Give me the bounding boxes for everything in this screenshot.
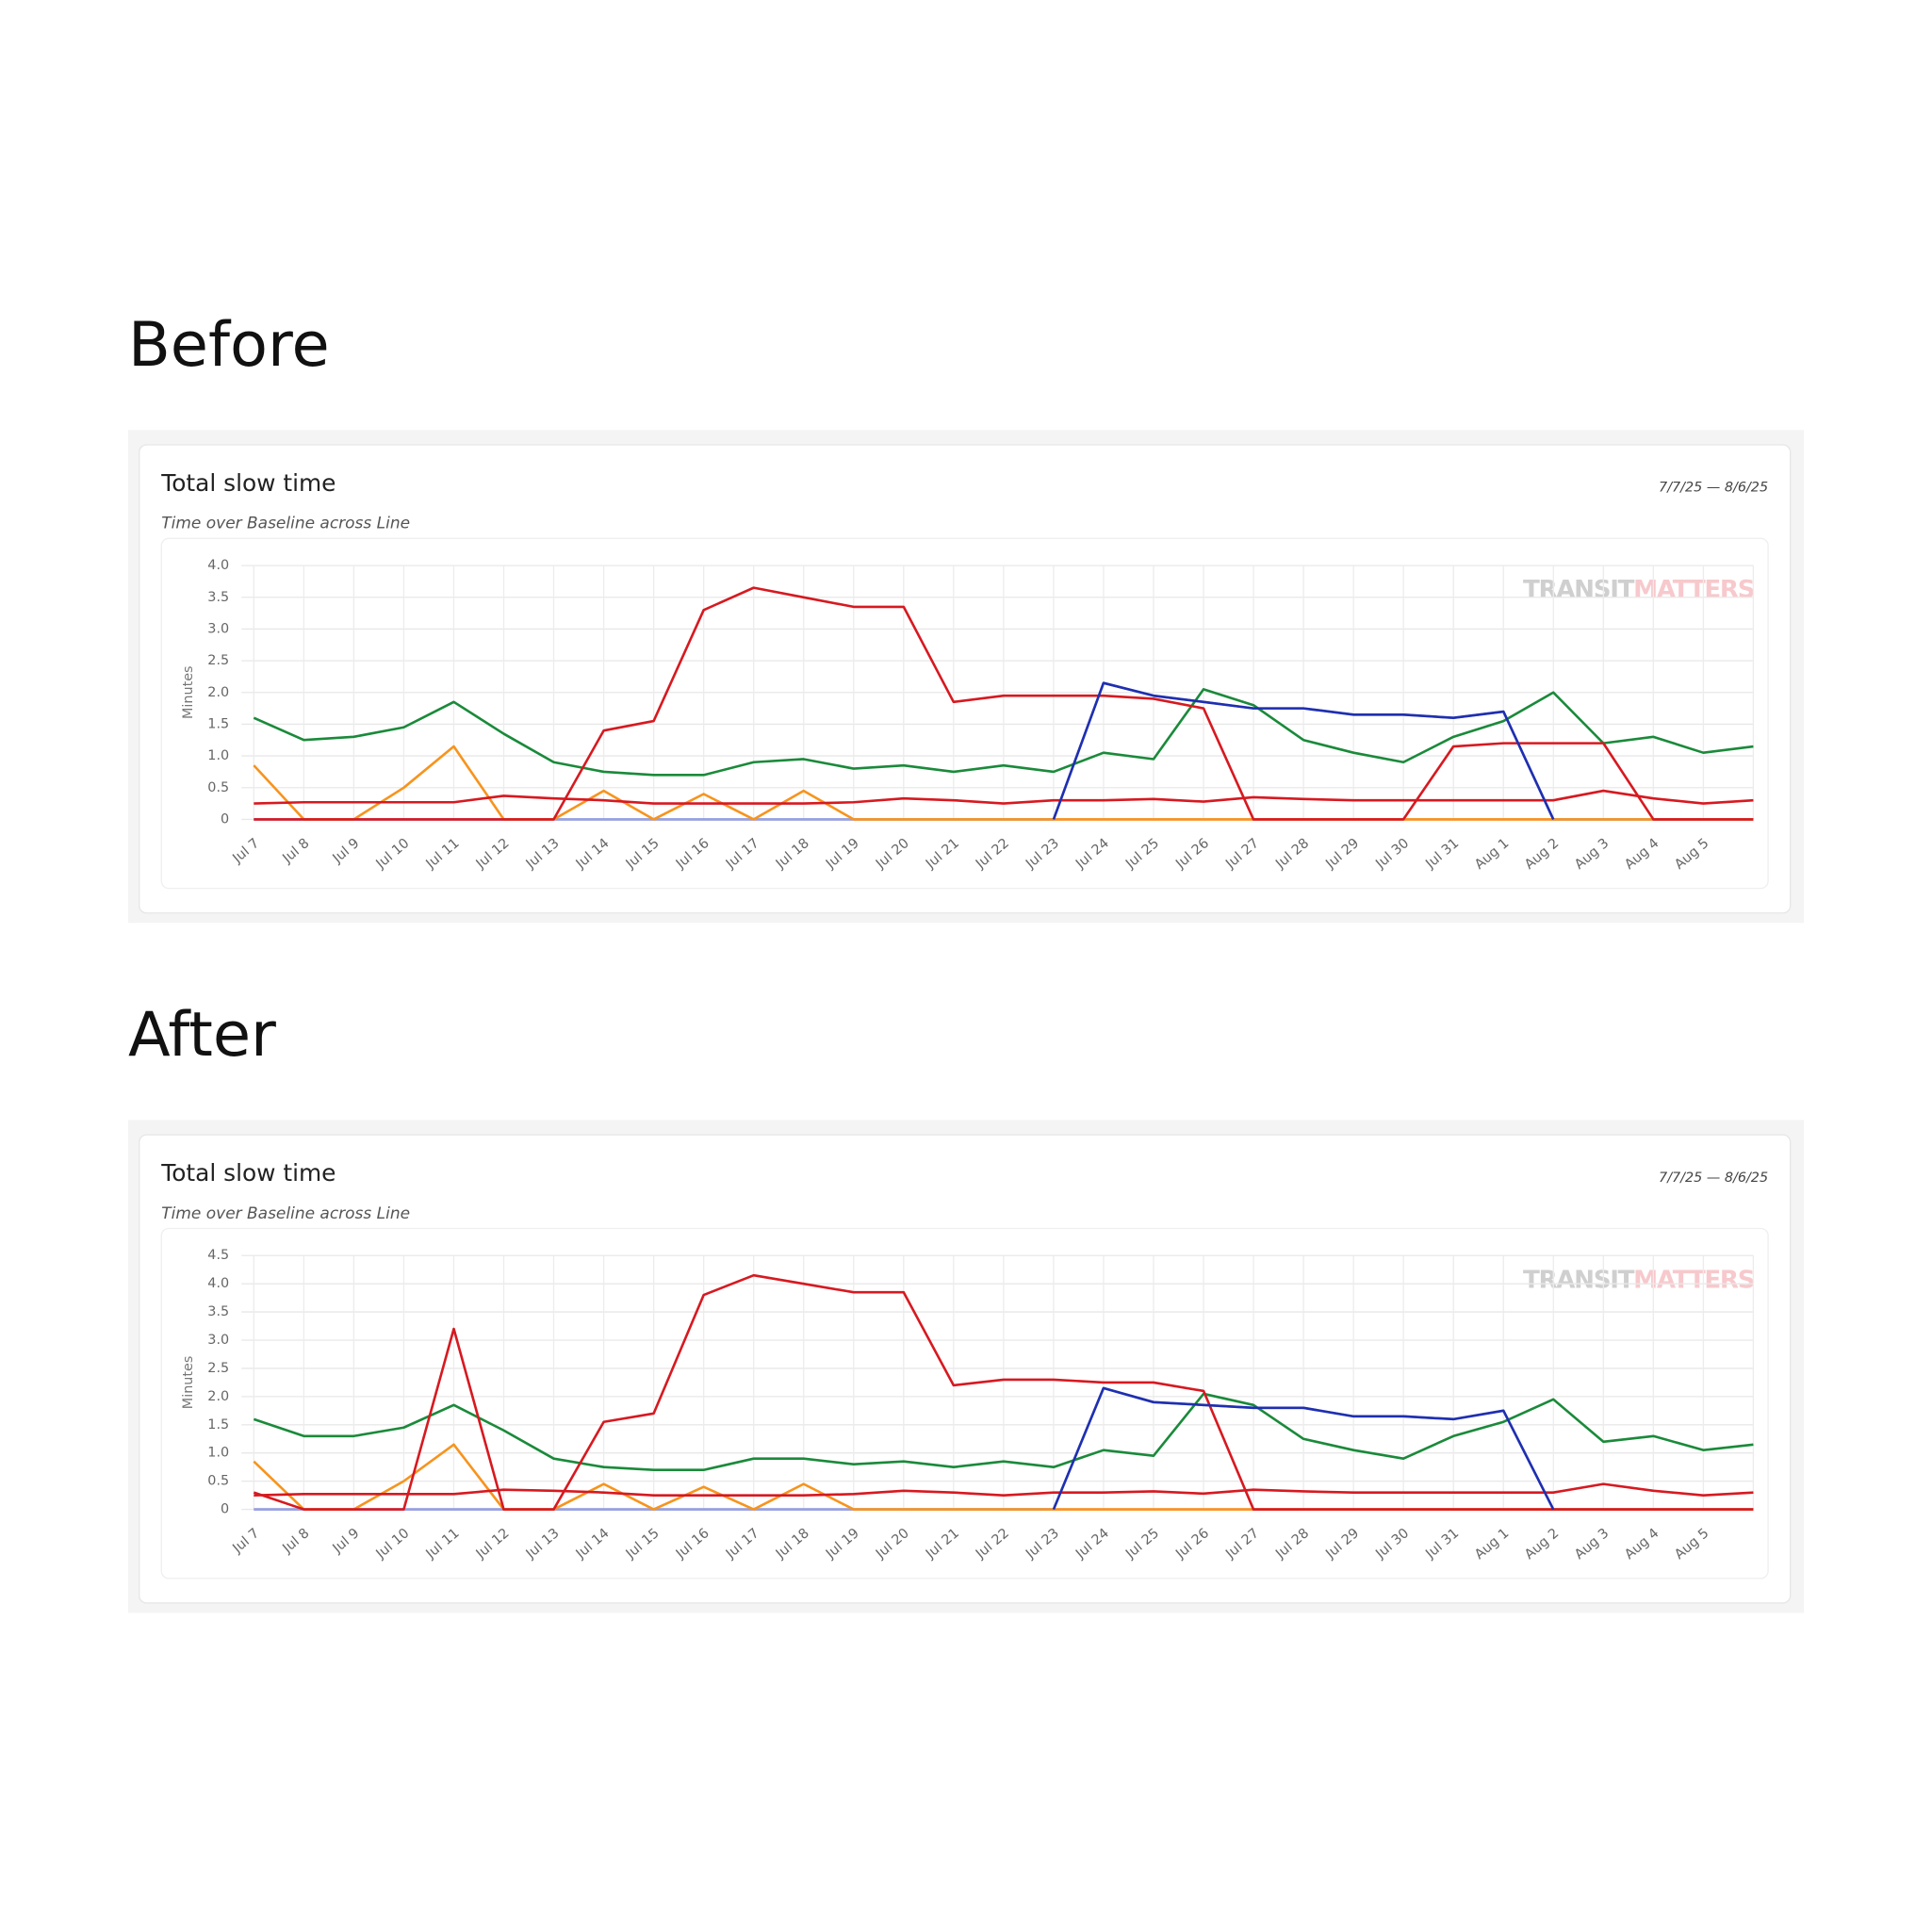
chart-title: Total slow time	[160, 469, 336, 497]
watermark-part: TRANSIT	[1523, 1266, 1635, 1294]
watermark: TRANSITMATTERS	[1523, 1266, 1754, 1294]
watermark-part: MATTERS	[1633, 576, 1754, 604]
y-tick-label: 1.0	[207, 1446, 229, 1461]
watermark-part: TRANSIT	[1523, 576, 1635, 604]
date-range: 7/7/25 — 8/6/25	[1659, 481, 1768, 496]
chart-subtitle: Time over Baseline across Line	[161, 515, 410, 533]
y-tick-label: 3.0	[207, 1333, 229, 1348]
y-tick-label: 3.5	[207, 1304, 229, 1319]
data-line	[254, 1482, 1754, 1497]
y-tick-label: 0.5	[207, 1474, 229, 1489]
watermark-part: MATTERS	[1633, 1266, 1754, 1294]
y-tick-label: 3.5	[207, 590, 229, 605]
chart: Total slow time Time over Baseline across…	[127, 430, 1805, 924]
section-heading: Before	[128, 309, 330, 381]
y-tick-label: 2.5	[207, 1361, 229, 1376]
data-line	[253, 1273, 1754, 1511]
y-tick-label: 1.5	[207, 716, 229, 731]
plot-frame	[160, 1227, 1769, 1580]
watermark: TRANSITMATTERS	[1523, 576, 1754, 604]
chart-subtitle: Time over Baseline across Line	[161, 1204, 410, 1223]
data-line	[253, 688, 1754, 777]
y-tick-label: 3.0	[207, 621, 229, 636]
chart-title: Total slow time	[160, 1159, 336, 1187]
y-axis-label: Minutes	[181, 1356, 196, 1410]
data-line	[254, 586, 1754, 821]
y-tick-label: 0.5	[207, 780, 229, 795]
section-heading: After	[128, 999, 276, 1071]
date-range: 7/7/25 — 8/6/25	[1659, 1171, 1768, 1186]
y-tick-label: 2.5	[207, 653, 229, 668]
y-tick-label: 2.0	[207, 1389, 229, 1404]
y-tick-label: 0	[221, 811, 229, 827]
y-axis-label: Minutes	[181, 665, 196, 719]
y-tick-label: 4.0	[207, 558, 229, 573]
y-tick-label: 4.0	[207, 1276, 229, 1291]
chart: Total slow time Time over Baseline across…	[127, 1120, 1805, 1613]
data-line	[254, 789, 1754, 805]
data-line	[253, 1392, 1754, 1472]
plot-frame	[160, 537, 1769, 890]
card	[139, 444, 1792, 914]
y-tick-label: 2.0	[207, 685, 229, 700]
y-tick-label: 4.5	[207, 1248, 229, 1263]
data-line	[1052, 681, 1555, 820]
y-tick-label: 1.5	[207, 1417, 229, 1433]
y-tick-label: 0	[221, 1502, 229, 1517]
y-tick-label: 1.0	[207, 748, 229, 763]
data-line	[1052, 1386, 1555, 1511]
